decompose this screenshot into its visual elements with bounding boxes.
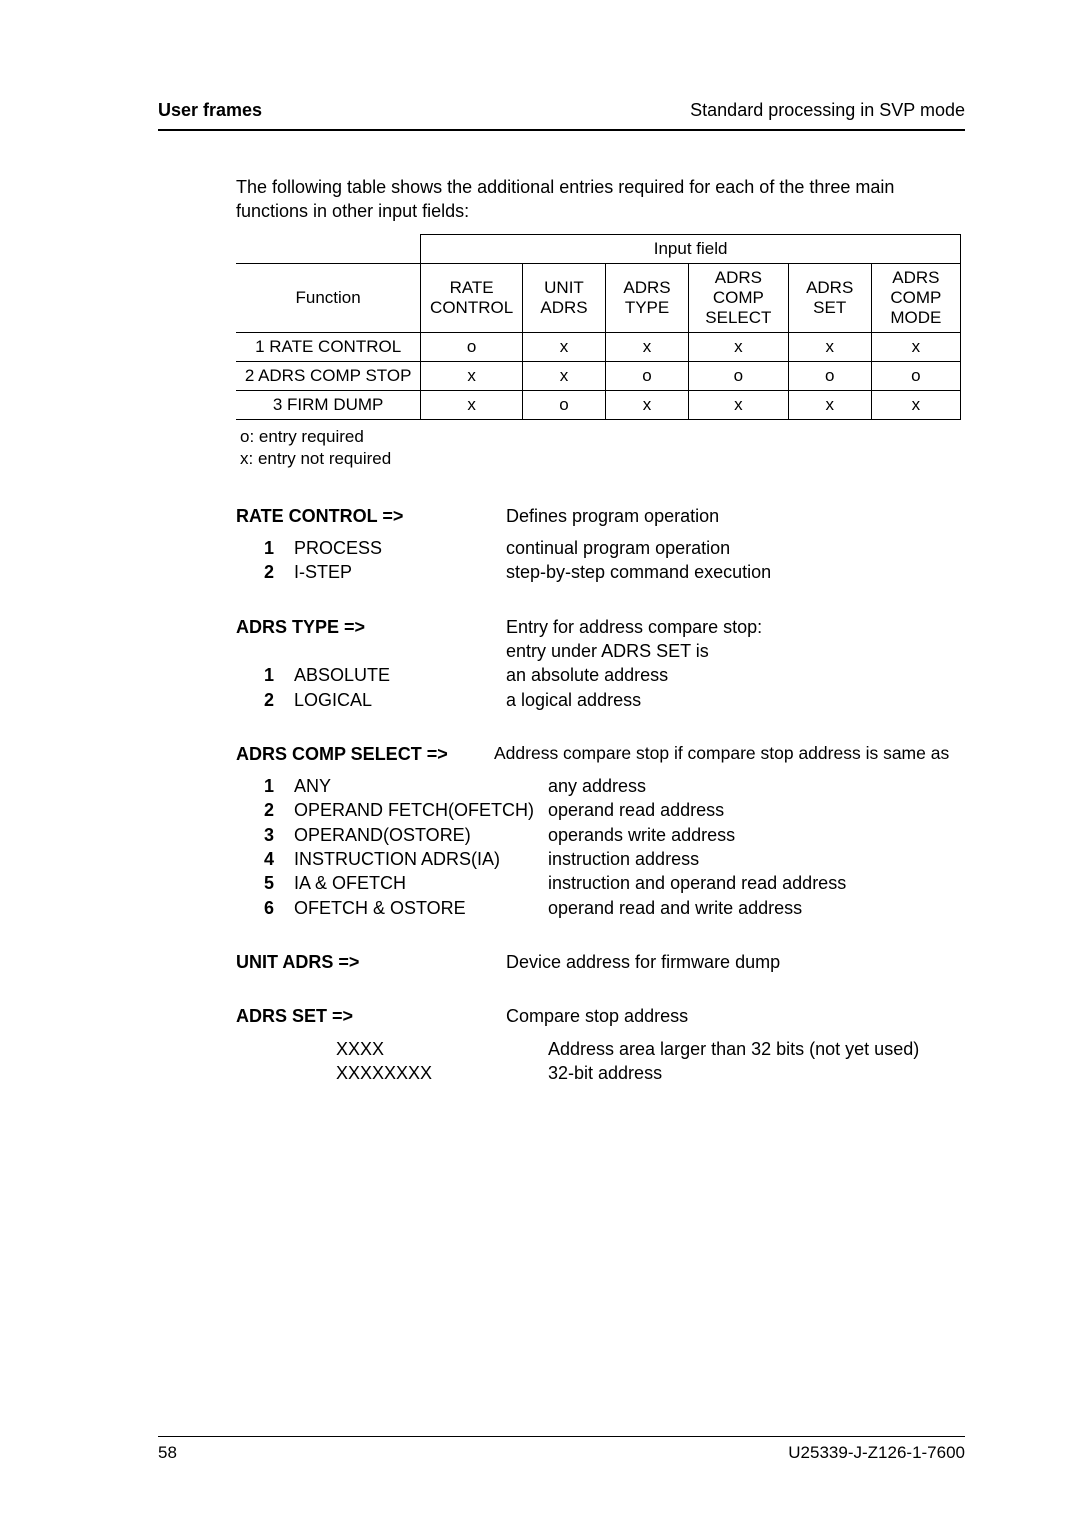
adrs-comp-select-section: ADRS COMP SELECT => Address compare stop… bbox=[236, 742, 965, 920]
list-item: 1 ANY any address bbox=[236, 774, 965, 798]
unit-adrs-label: UNIT ADRS => bbox=[236, 950, 506, 974]
header-rule bbox=[158, 129, 965, 131]
list-item: 5 IA & OFETCH instruction and operand re… bbox=[236, 871, 965, 895]
adrs-set-desc: Compare stop address bbox=[506, 1004, 965, 1028]
list-item: XXXXXXXX 32-bit address bbox=[236, 1061, 965, 1085]
adrs-comp-select-desc: Address compare stop if compare stop add… bbox=[494, 742, 965, 766]
adrs-comp-select-label: ADRS COMP SELECT => bbox=[236, 742, 494, 766]
adrs-type-desc: Entry for address compare stop: bbox=[506, 615, 965, 639]
doc-id: U25339-J-Z126-1-7600 bbox=[788, 1443, 965, 1463]
page-number: 58 bbox=[158, 1443, 177, 1463]
adrs-set-section: ADRS SET => Compare stop address XXXX Ad… bbox=[236, 1004, 965, 1085]
list-item: 1 ABSOLUTE an absolute address bbox=[236, 663, 965, 687]
header-left: User frames bbox=[158, 100, 262, 121]
table-footnote: o: entry required x: entry not required bbox=[240, 426, 965, 470]
input-field-header: Input field bbox=[421, 234, 961, 263]
adrs-type-desc2: entry under ADRS SET is bbox=[506, 639, 965, 663]
col-header: RATECONTROL bbox=[421, 263, 523, 332]
col-header: ADRSCOMPMODE bbox=[871, 263, 960, 332]
page-footer: 58 U25339-J-Z126-1-7600 bbox=[158, 1436, 965, 1463]
intro-paragraph: The following table shows the additional… bbox=[158, 175, 965, 224]
list-item: 2 LOGICAL a logical address bbox=[236, 688, 965, 712]
table-row: 3 FIRM DUMP x o x x x x bbox=[236, 390, 961, 419]
rate-control-section: RATE CONTROL => Defines program operatio… bbox=[236, 504, 965, 585]
list-item: 2 OPERAND FETCH(OFETCH) operand read add… bbox=[236, 798, 965, 822]
unit-adrs-desc: Device address for firmware dump bbox=[506, 950, 965, 974]
footer-rule bbox=[158, 1436, 965, 1437]
rate-control-desc: Defines program operation bbox=[506, 504, 965, 528]
adrs-type-section: ADRS TYPE => Entry for address compare s… bbox=[236, 615, 965, 712]
list-item: 1 PROCESS continual program operation bbox=[236, 536, 965, 560]
list-item: 4 INSTRUCTION ADRS(IA) instruction addre… bbox=[236, 847, 965, 871]
list-item: 3 OPERAND(OSTORE) operands write address bbox=[236, 823, 965, 847]
adrs-type-label: ADRS TYPE => bbox=[236, 615, 506, 639]
list-item: 6 OFETCH & OSTORE operand read and write… bbox=[236, 896, 965, 920]
header-right: Standard processing in SVP mode bbox=[690, 100, 965, 121]
list-item: 2 I-STEP step-by-step command execution bbox=[236, 560, 965, 584]
col-header: UNITADRS bbox=[522, 263, 605, 332]
adrs-set-label: ADRS SET => bbox=[236, 1004, 506, 1028]
table-row: 2 ADRS COMP STOP x x o o o o bbox=[236, 361, 961, 390]
page-header: User frames Standard processing in SVP m… bbox=[158, 100, 965, 121]
col-header: ADRSTYPE bbox=[606, 263, 689, 332]
unit-adrs-section: UNIT ADRS => Device address for firmware… bbox=[236, 950, 965, 974]
table-row: 1 RATE CONTROL o x x x x x bbox=[236, 332, 961, 361]
col-header: ADRSCOMPSELECT bbox=[689, 263, 789, 332]
list-item: XXXX Address area larger than 32 bits (n… bbox=[236, 1037, 965, 1061]
col-header: ADRSSET bbox=[788, 263, 871, 332]
function-header: Function bbox=[236, 263, 421, 332]
rate-control-label: RATE CONTROL => bbox=[236, 504, 506, 528]
function-table: Input field Function RATECONTROL UNITADR… bbox=[236, 234, 961, 420]
